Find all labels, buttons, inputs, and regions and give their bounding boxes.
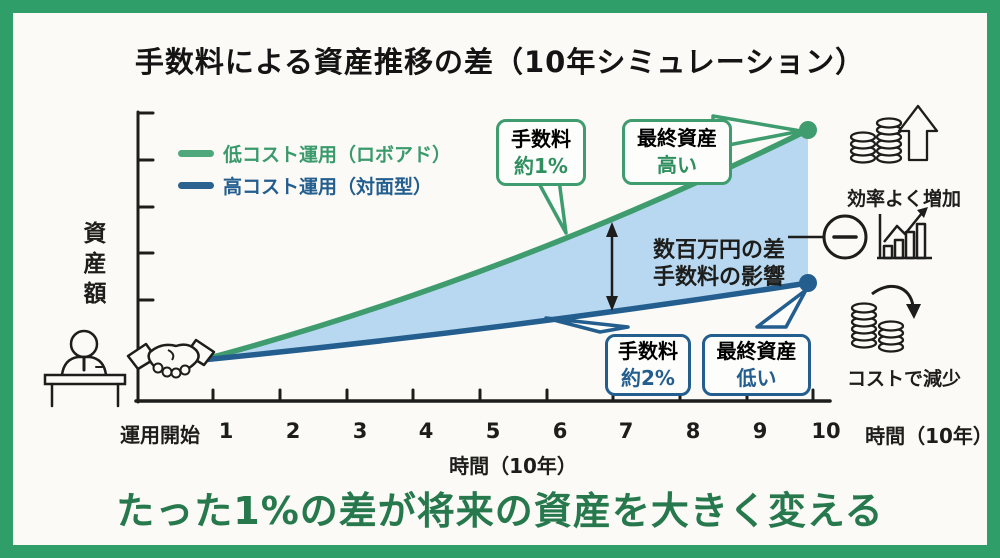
low-cost-endpoint xyxy=(799,121,817,139)
x-axis-unit-bottom: 時間（10年） xyxy=(449,454,577,478)
callout-fee-low-line1: 手数料 xyxy=(511,126,571,151)
x-tick-label-10: 10 xyxy=(811,419,841,443)
callout-asset-high-line1: 最終資産 xyxy=(637,126,717,150)
fee-gap-area xyxy=(202,130,808,360)
difference-note-line1: 数百万円の差 xyxy=(653,238,786,263)
callout-tail-fee-high xyxy=(544,316,630,334)
x-tick-label-9: 9 xyxy=(752,419,768,443)
minus-icon xyxy=(822,214,868,260)
x-tick-label-3: 3 xyxy=(352,419,368,443)
headline: たった1%の差が将来の資産を大きく変える xyxy=(116,489,884,533)
difference-note-line2: 手数料の影響 xyxy=(653,265,786,290)
legend-item-high-cost: 高コスト運用（対面型） xyxy=(178,172,432,199)
x-axis-origin-label: 運用開始 xyxy=(120,423,200,447)
x-tick-label-5: 5 xyxy=(485,419,501,443)
high-cost-line xyxy=(199,280,811,363)
callout-asset-high: 最終資産 高い xyxy=(622,119,732,185)
callout-fee-low-line2: 約1% xyxy=(514,153,568,178)
coins-down-icon xyxy=(850,284,921,353)
page-title: 手数料による資産推移の差（10年シミュレーション） xyxy=(134,45,866,79)
callout-fee-high: 手数料 約2% xyxy=(605,334,691,396)
legend-item-low-cost: 低コスト運用（ロボアド） xyxy=(178,140,451,167)
callout-asset-low: 最終資産 低い xyxy=(702,334,811,396)
x-axis-unit-right: 時間（10年） xyxy=(865,424,993,448)
decrease-label: コストで減少 xyxy=(846,368,961,390)
y-axis-label: 資産額 xyxy=(79,221,105,311)
callout-fee-high-line1: 手数料 xyxy=(618,339,678,363)
x-tick-label-2: 2 xyxy=(285,419,301,443)
bar-chart-icon xyxy=(877,207,932,260)
x-tick-label-7: 7 xyxy=(618,419,634,443)
x-tick-label-8: 8 xyxy=(685,419,701,443)
high-cost-endpoint xyxy=(799,274,817,292)
advisor-desk-icon xyxy=(43,329,127,408)
increase-label: 効率よく増加 xyxy=(846,188,961,210)
legend-label-low-cost: 低コスト運用（ロボアド） xyxy=(223,144,452,166)
legend-label-high-cost: 高コスト運用（対面型） xyxy=(223,176,433,198)
callout-asset-low-line2: 低い xyxy=(736,366,777,390)
callout-tail-asset-low xyxy=(755,288,808,329)
callout-fee-low: 手数料 約1% xyxy=(496,119,586,186)
callout-fee-high-line2: 約2% xyxy=(621,366,675,390)
difference-arrow xyxy=(606,222,618,311)
legend-swatch-blue xyxy=(178,182,214,189)
x-tick-label-1: 1 xyxy=(218,419,234,443)
x-tick-label-6: 6 xyxy=(552,419,568,443)
coins-up-icon xyxy=(849,104,939,164)
difference-note: 数百万円の差 手数料の影響 xyxy=(653,237,823,291)
callout-asset-high-line2: 高い xyxy=(657,153,697,177)
handshake-icon xyxy=(126,338,216,379)
callout-asset-low-line1: 最終資産 xyxy=(716,339,797,363)
legend-swatch-green xyxy=(178,150,214,157)
x-tick-label-4: 4 xyxy=(418,419,434,443)
